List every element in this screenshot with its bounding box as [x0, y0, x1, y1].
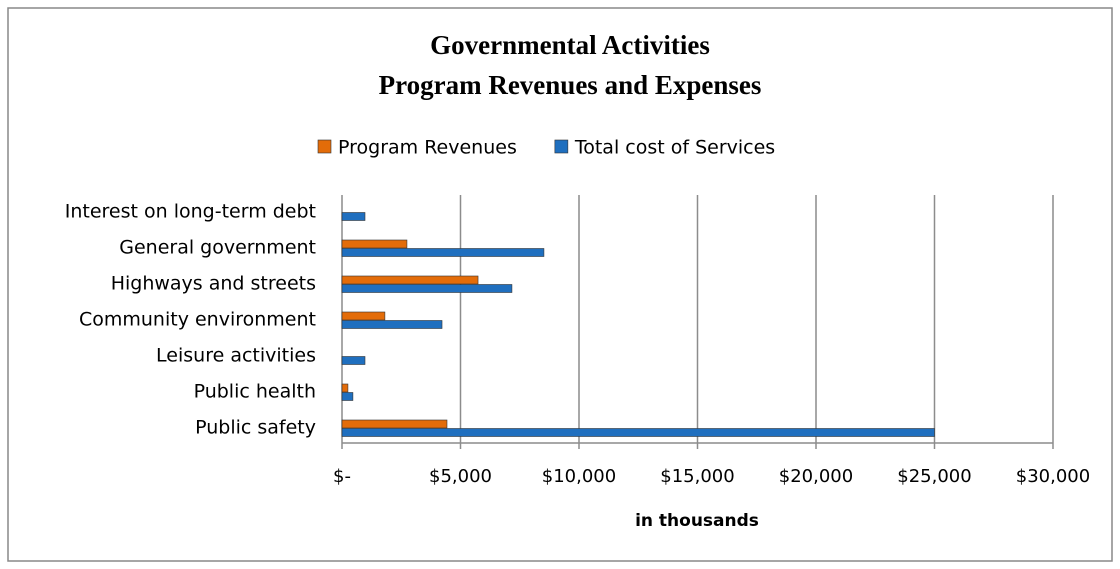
legend-label: Total cost of Services	[574, 137, 775, 159]
bar	[341, 284, 513, 293]
bar	[341, 392, 354, 401]
legend-swatch	[317, 139, 332, 154]
bar	[341, 356, 366, 365]
chart-subtitle: Program Revenues and Expenses	[379, 70, 762, 100]
x-tick-label: $15,000	[660, 466, 734, 487]
x-tick-label: $-	[333, 466, 351, 487]
category-label: Leisure activities	[156, 345, 316, 367]
category-label: Interest on long-term debt	[65, 201, 316, 223]
x-tick-label: $25,000	[897, 466, 971, 487]
legend-swatch	[554, 139, 569, 154]
bar	[341, 383, 349, 393]
category-label: Highways and streets	[111, 273, 316, 295]
x-tick-label: $20,000	[779, 466, 853, 487]
bar	[341, 212, 366, 221]
category-label: Community environment	[79, 309, 316, 331]
legend-label: Program Revenues	[338, 137, 517, 159]
category-label: Public health	[194, 381, 316, 403]
chart-frame	[7, 7, 1113, 562]
bar	[341, 239, 408, 249]
bar	[341, 428, 935, 437]
bar	[341, 320, 443, 329]
x-tick-label: $30,000	[1016, 466, 1090, 487]
bar	[341, 275, 479, 285]
bar	[341, 311, 386, 321]
category-label: General government	[119, 237, 316, 259]
bar	[341, 248, 545, 257]
category-label: Public safety	[195, 417, 316, 439]
bar	[341, 419, 448, 429]
chart-title: Governmental Activities	[430, 30, 710, 60]
x-axis-label: in thousands	[635, 511, 759, 531]
x-tick-label: $5,000	[429, 466, 492, 487]
x-tick-label: $10,000	[542, 466, 616, 487]
